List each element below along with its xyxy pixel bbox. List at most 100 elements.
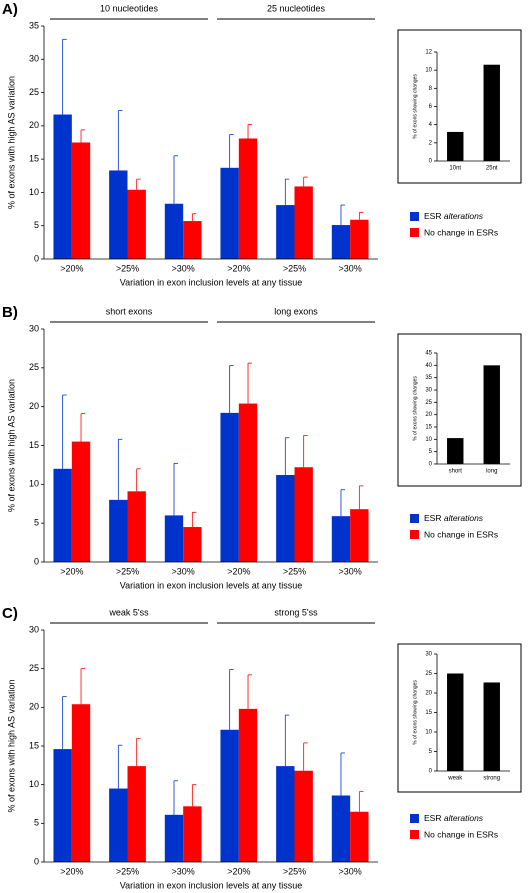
y-tick-label: 0 bbox=[429, 769, 433, 775]
y-tick-label: 35 bbox=[29, 20, 39, 30]
x-tick-label: 10nt bbox=[449, 166, 461, 172]
bar bbox=[127, 189, 146, 259]
y-axis-title: % of exons with high AS variation bbox=[6, 379, 16, 512]
y-tick-label: 30 bbox=[29, 323, 39, 333]
y-tick-label: 30 bbox=[425, 652, 432, 658]
x-tick-label: weak bbox=[447, 776, 463, 782]
bar bbox=[331, 225, 351, 259]
y-tick-label: 5 bbox=[429, 749, 433, 755]
x-tick-label: >30% bbox=[339, 866, 362, 876]
y-tick-label: 10 bbox=[425, 68, 432, 74]
bar bbox=[276, 475, 295, 562]
bar bbox=[183, 527, 202, 562]
y-tick-label: 0 bbox=[429, 159, 433, 165]
y-tick-label: 0 bbox=[34, 253, 39, 263]
legend-label: No change in ESRs bbox=[424, 227, 498, 237]
bar bbox=[483, 365, 500, 464]
bar bbox=[294, 467, 313, 562]
x-tick-label: >20% bbox=[227, 566, 250, 576]
y-tick-label: 15 bbox=[29, 154, 39, 164]
group-label: short exons bbox=[106, 306, 153, 316]
y-tick-label: 20 bbox=[29, 120, 39, 130]
y-tick-label: 15 bbox=[425, 710, 432, 716]
y-tick-label: 45 bbox=[425, 351, 432, 357]
x-tick-label: >20% bbox=[227, 866, 250, 876]
bar bbox=[238, 138, 258, 259]
group-label: weak 5'ss bbox=[108, 607, 149, 617]
bar bbox=[447, 131, 464, 161]
x-tick-label: >25% bbox=[283, 566, 306, 576]
panel-label: A) bbox=[2, 1, 18, 18]
y-tick-label: 5 bbox=[34, 518, 39, 528]
y-tick-label: 6 bbox=[429, 104, 433, 110]
bar bbox=[350, 509, 369, 562]
bar bbox=[447, 673, 464, 771]
bar bbox=[350, 811, 369, 862]
panel-label: C) bbox=[2, 605, 18, 622]
y-tick-label: 5 bbox=[34, 220, 39, 230]
bar bbox=[164, 814, 184, 862]
bar bbox=[447, 438, 464, 464]
x-tick-label: >20% bbox=[227, 263, 250, 273]
group-label: 10 nucleotides bbox=[100, 3, 159, 13]
bar bbox=[183, 221, 202, 259]
group-label: strong 5'ss bbox=[274, 607, 318, 617]
y-tick-label: 25 bbox=[29, 362, 39, 372]
x-tick-label: >30% bbox=[172, 566, 195, 576]
bar bbox=[331, 795, 351, 862]
group-label: 25 nucleotides bbox=[267, 3, 326, 13]
bar bbox=[109, 788, 128, 862]
y-tick-label: 5 bbox=[429, 449, 433, 455]
x-tick-label: >30% bbox=[339, 566, 362, 576]
bar bbox=[53, 749, 72, 862]
bar bbox=[220, 167, 239, 259]
x-tick-label: >20% bbox=[60, 566, 83, 576]
bar bbox=[127, 766, 146, 862]
bar bbox=[483, 64, 500, 161]
y-tick-label: 35 bbox=[425, 375, 432, 381]
y-tick-label: 8 bbox=[429, 86, 433, 92]
y-tick-label: 2 bbox=[429, 140, 433, 146]
bar bbox=[71, 441, 91, 562]
bar bbox=[53, 468, 72, 562]
legend-label: No change in ESRs bbox=[424, 829, 498, 839]
legend-label: ESR alterations bbox=[424, 211, 484, 221]
y-tick-label: 25 bbox=[29, 87, 39, 97]
x-tick-label: >25% bbox=[116, 566, 139, 576]
y-tick-label: 10 bbox=[29, 479, 39, 489]
y-axis-title: % of exons showing changes bbox=[412, 74, 418, 139]
bar bbox=[109, 170, 128, 259]
y-tick-label: 0 bbox=[34, 556, 39, 566]
bar bbox=[53, 114, 72, 259]
y-tick-label: 10 bbox=[29, 187, 39, 197]
y-axis-title: % of exons showing changes bbox=[412, 376, 418, 441]
group-label: long exons bbox=[274, 306, 318, 316]
y-tick-label: 40 bbox=[425, 363, 432, 369]
legend-swatch bbox=[410, 514, 419, 523]
x-tick-label: >25% bbox=[116, 263, 139, 273]
y-tick-label: 25 bbox=[29, 663, 39, 673]
y-tick-label: 15 bbox=[29, 440, 39, 450]
y-tick-label: 10 bbox=[425, 437, 432, 443]
y-tick-label: 30 bbox=[29, 624, 39, 634]
y-tick-label: 20 bbox=[29, 401, 39, 411]
y-tick-label: 12 bbox=[425, 50, 432, 56]
legend-swatch bbox=[410, 212, 419, 221]
x-tick-label: strong bbox=[483, 776, 500, 782]
x-axis-title: Variation in exon inclusion levels at an… bbox=[120, 580, 302, 590]
bar bbox=[71, 142, 91, 259]
panel-label: B) bbox=[2, 304, 18, 321]
x-tick-label: >20% bbox=[60, 866, 83, 876]
legend-label: ESR alterations bbox=[424, 513, 484, 523]
bar bbox=[238, 708, 258, 862]
y-tick-label: 4 bbox=[429, 122, 433, 128]
x-tick-label: >30% bbox=[172, 263, 195, 273]
y-tick-label: 15 bbox=[425, 425, 432, 431]
y-axis-title: % of exons with high AS variation bbox=[6, 76, 16, 209]
bar bbox=[331, 516, 351, 562]
inset-frame bbox=[397, 29, 522, 184]
bar bbox=[220, 412, 239, 562]
inset-frame bbox=[397, 643, 522, 793]
y-tick-label: 30 bbox=[29, 54, 39, 64]
y-tick-label: 25 bbox=[425, 400, 432, 406]
